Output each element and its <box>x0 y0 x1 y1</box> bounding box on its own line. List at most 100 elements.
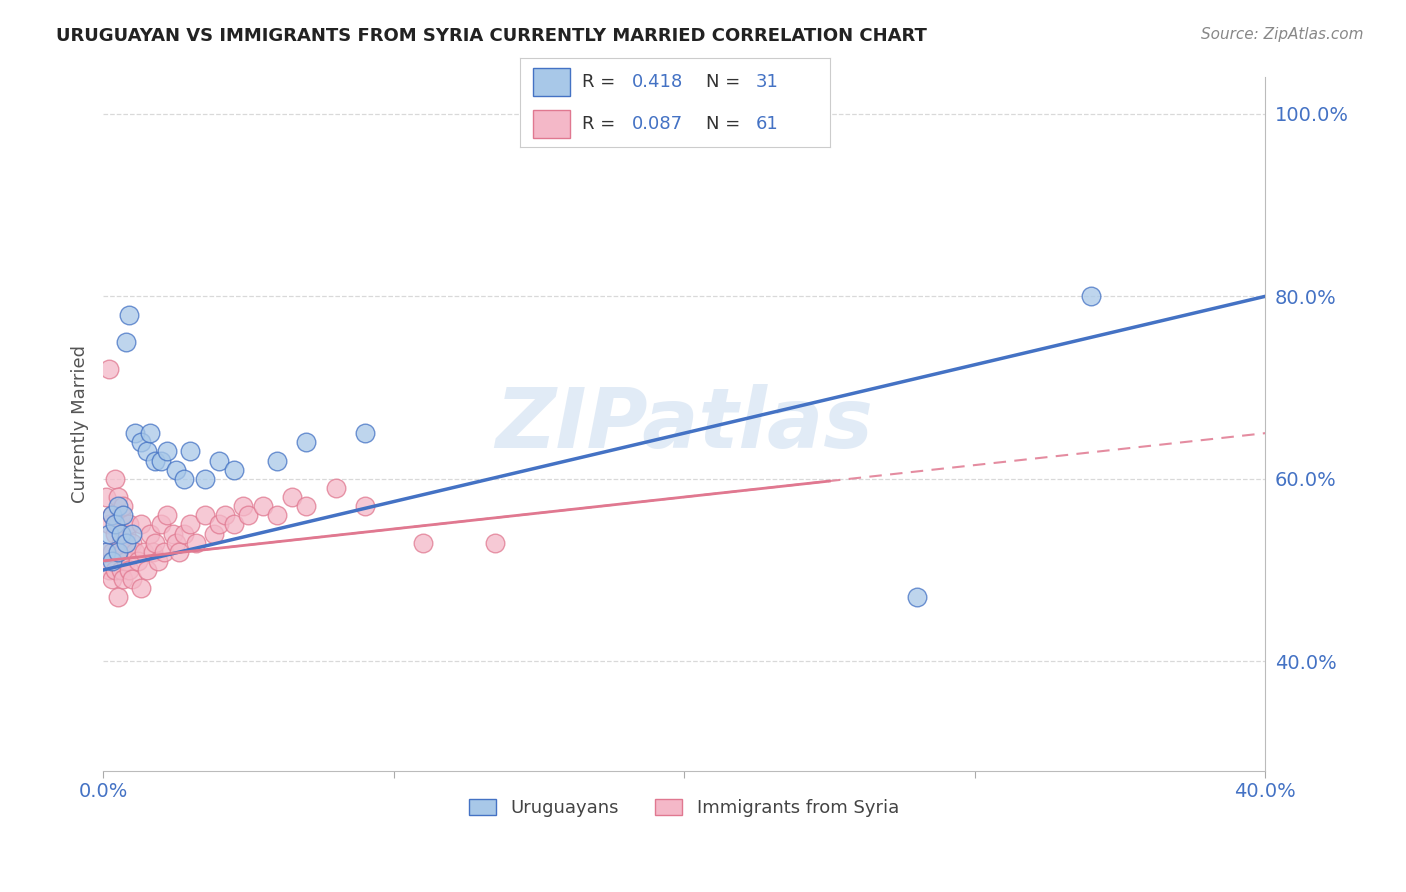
Text: R =: R = <box>582 115 621 133</box>
Point <box>101 545 124 559</box>
Point <box>115 535 138 549</box>
Point <box>266 453 288 467</box>
Point <box>101 508 124 523</box>
Point <box>94 545 117 559</box>
Legend: Uruguayans, Immigrants from Syria: Uruguayans, Immigrants from Syria <box>463 791 907 824</box>
Point <box>156 444 179 458</box>
Point <box>107 545 129 559</box>
Point <box>165 535 187 549</box>
Point <box>238 508 260 523</box>
Point <box>184 535 207 549</box>
Point <box>173 526 195 541</box>
Point <box>97 517 120 532</box>
Point <box>202 526 225 541</box>
Point <box>295 499 318 513</box>
Text: URUGUAYAN VS IMMIGRANTS FROM SYRIA CURRENTLY MARRIED CORRELATION CHART: URUGUAYAN VS IMMIGRANTS FROM SYRIA CURRE… <box>56 27 927 45</box>
Point <box>110 563 132 577</box>
Point <box>412 535 434 549</box>
Point <box>118 517 141 532</box>
Text: Source: ZipAtlas.com: Source: ZipAtlas.com <box>1201 27 1364 42</box>
Point <box>124 545 146 559</box>
Point <box>107 545 129 559</box>
Point <box>232 499 254 513</box>
Point <box>104 526 127 541</box>
Point <box>104 517 127 532</box>
Point <box>107 517 129 532</box>
Point <box>162 526 184 541</box>
Point <box>94 545 117 559</box>
Point <box>214 508 236 523</box>
Point <box>208 453 231 467</box>
Point <box>112 499 135 513</box>
Point <box>153 545 176 559</box>
Point <box>194 472 217 486</box>
Point <box>1080 289 1102 303</box>
Point <box>145 453 167 467</box>
Point <box>167 545 190 559</box>
Point <box>266 508 288 523</box>
Point <box>118 308 141 322</box>
Point <box>222 517 245 532</box>
Point <box>138 526 160 541</box>
Point <box>129 517 152 532</box>
Point <box>148 554 170 568</box>
Point <box>165 463 187 477</box>
Point <box>129 435 152 450</box>
Point <box>905 591 928 605</box>
Point <box>135 563 157 577</box>
Point <box>252 499 274 513</box>
Text: 0.418: 0.418 <box>631 73 683 91</box>
Text: N =: N = <box>706 73 745 91</box>
Y-axis label: Currently Married: Currently Married <box>72 345 89 503</box>
Point <box>97 563 120 577</box>
Point <box>115 554 138 568</box>
Point <box>124 426 146 441</box>
Point <box>156 508 179 523</box>
Point <box>115 334 138 349</box>
Point <box>127 554 149 568</box>
Point <box>295 435 318 450</box>
Point <box>145 535 167 549</box>
Text: 61: 61 <box>755 115 778 133</box>
Point <box>150 453 173 467</box>
Point <box>179 517 201 532</box>
Point <box>121 526 143 541</box>
Point <box>281 490 304 504</box>
Point <box>129 581 152 595</box>
Point <box>150 517 173 532</box>
Point <box>110 535 132 549</box>
Point <box>110 526 132 541</box>
Point <box>101 554 124 568</box>
Point <box>97 362 120 376</box>
Point <box>121 572 143 586</box>
Point <box>110 508 132 523</box>
Point <box>138 426 160 441</box>
FancyBboxPatch shape <box>533 110 569 138</box>
Text: 31: 31 <box>755 73 778 91</box>
Point <box>112 545 135 559</box>
Point <box>112 508 135 523</box>
Point <box>107 591 129 605</box>
Point <box>107 490 129 504</box>
Point <box>141 545 163 559</box>
Point <box>132 545 155 559</box>
Point <box>484 535 506 549</box>
Text: R =: R = <box>582 73 621 91</box>
Point <box>97 526 120 541</box>
Point <box>353 499 375 513</box>
Point <box>104 472 127 486</box>
Point <box>173 472 195 486</box>
Point <box>94 490 117 504</box>
Point <box>208 517 231 532</box>
Point <box>118 563 141 577</box>
Text: ZIPatlas: ZIPatlas <box>495 384 873 465</box>
Point <box>121 535 143 549</box>
Point <box>101 572 124 586</box>
Point <box>104 563 127 577</box>
Text: 0.087: 0.087 <box>631 115 683 133</box>
Point <box>135 444 157 458</box>
Point <box>325 481 347 495</box>
Point <box>115 526 138 541</box>
Text: N =: N = <box>706 115 745 133</box>
FancyBboxPatch shape <box>533 68 569 96</box>
